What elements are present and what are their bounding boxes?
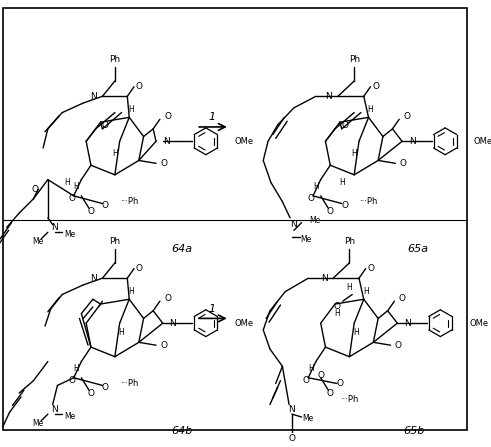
- Text: O: O: [164, 294, 171, 303]
- Text: 1: 1: [209, 304, 216, 314]
- Text: O: O: [317, 371, 324, 380]
- Text: H: H: [347, 283, 352, 292]
- Text: ···Ph: ···Ph: [340, 395, 358, 404]
- Text: Ph: Ph: [349, 55, 360, 64]
- Text: O: O: [102, 383, 109, 392]
- Text: O: O: [341, 201, 348, 210]
- Text: O: O: [336, 379, 343, 388]
- Text: 65b: 65b: [403, 426, 424, 436]
- Text: OMe: OMe: [469, 319, 488, 328]
- Text: N: N: [291, 220, 297, 229]
- Text: Ph: Ph: [109, 55, 120, 64]
- Text: O: O: [136, 82, 142, 91]
- Text: Me: Me: [309, 216, 321, 225]
- Text: H: H: [128, 287, 134, 296]
- Text: 64b: 64b: [171, 426, 192, 436]
- Text: N: N: [289, 405, 296, 414]
- Text: O: O: [68, 376, 75, 385]
- Text: O: O: [136, 264, 142, 273]
- Text: O: O: [102, 201, 109, 210]
- Text: 65a: 65a: [408, 245, 429, 254]
- Text: O: O: [403, 112, 410, 121]
- Text: H: H: [313, 182, 319, 191]
- Text: H: H: [334, 309, 340, 318]
- Text: H: H: [119, 328, 124, 337]
- Text: O: O: [327, 207, 334, 216]
- Text: Me: Me: [33, 419, 44, 428]
- Text: Ph: Ph: [344, 237, 355, 246]
- Text: 1: 1: [209, 112, 216, 122]
- Text: H: H: [352, 149, 357, 158]
- Text: H: H: [74, 182, 80, 191]
- Text: N: N: [90, 92, 97, 101]
- Text: H: H: [74, 364, 80, 373]
- Text: OMe: OMe: [235, 319, 254, 328]
- Text: Me: Me: [300, 236, 312, 245]
- Text: O: O: [368, 264, 375, 273]
- Text: Me: Me: [302, 414, 314, 423]
- Text: ···Ph: ···Ph: [120, 379, 138, 388]
- Text: O: O: [160, 159, 167, 168]
- Text: O: O: [102, 121, 109, 130]
- Text: O: O: [160, 341, 167, 350]
- Text: H: H: [363, 287, 369, 296]
- Text: O: O: [289, 434, 296, 443]
- Text: H: H: [368, 105, 373, 114]
- Text: H: H: [353, 328, 359, 337]
- Text: N: N: [163, 137, 169, 146]
- Text: O: O: [373, 82, 380, 91]
- Text: O: O: [32, 185, 39, 194]
- Text: Me: Me: [64, 230, 76, 239]
- Text: ···Ph: ···Ph: [359, 197, 378, 206]
- Text: ···Ph: ···Ph: [120, 197, 138, 206]
- Text: O: O: [341, 121, 348, 130]
- Text: Me: Me: [64, 412, 76, 421]
- Text: O: O: [303, 376, 310, 385]
- Text: N: N: [409, 137, 415, 146]
- Text: N: N: [51, 223, 58, 232]
- Text: N: N: [169, 319, 176, 328]
- Text: H: H: [64, 178, 70, 187]
- Text: H: H: [112, 149, 118, 158]
- Text: OMe: OMe: [235, 137, 254, 146]
- Text: O: O: [400, 159, 407, 168]
- Text: H: H: [339, 178, 345, 187]
- Text: N: N: [404, 319, 410, 328]
- Text: O: O: [308, 194, 315, 203]
- Text: Me: Me: [33, 237, 44, 246]
- Text: O: O: [327, 388, 334, 397]
- Text: H: H: [308, 364, 314, 373]
- Text: O: O: [87, 207, 94, 216]
- Text: N: N: [90, 274, 97, 283]
- Text: H: H: [128, 105, 134, 114]
- Text: OMe: OMe: [474, 137, 491, 146]
- Text: O: O: [87, 388, 94, 397]
- Text: N: N: [321, 274, 327, 283]
- Text: 64a: 64a: [171, 245, 192, 254]
- Text: O: O: [68, 194, 75, 203]
- Text: N: N: [326, 92, 332, 101]
- Text: O: O: [395, 341, 402, 350]
- Text: Ph: Ph: [109, 237, 120, 246]
- Text: O: O: [333, 303, 340, 312]
- Text: O: O: [399, 294, 406, 303]
- Text: O: O: [164, 112, 171, 121]
- Text: N: N: [51, 405, 58, 414]
